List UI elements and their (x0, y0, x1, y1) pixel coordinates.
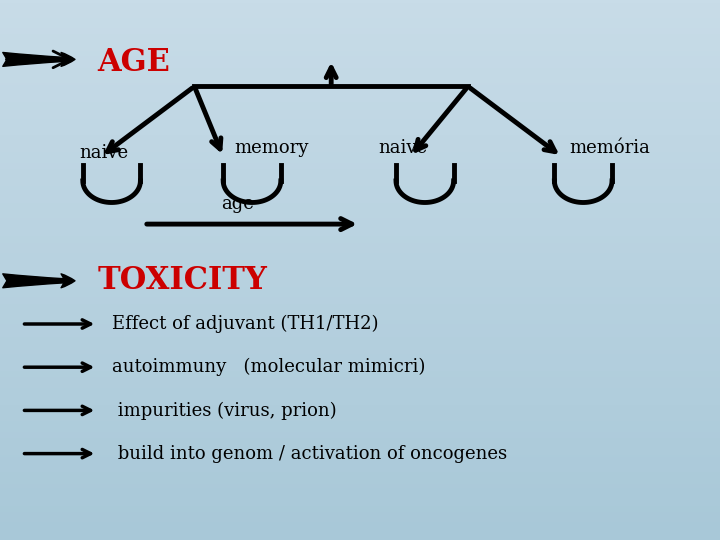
Text: memória: memória (569, 139, 649, 157)
Text: naive: naive (79, 144, 128, 162)
Text: impurities (virus, prion): impurities (virus, prion) (112, 401, 336, 420)
Text: autoimmuny   (molecular mimicri): autoimmuny (molecular mimicri) (112, 358, 425, 376)
Text: Effect of adjuvant (TH1/TH2): Effect of adjuvant (TH1/TH2) (112, 315, 378, 333)
Text: build into genom / activation of oncogenes: build into genom / activation of oncogen… (112, 444, 507, 463)
Text: naive: naive (379, 139, 428, 157)
Text: TOXICITY: TOXICITY (97, 265, 267, 296)
Text: memory: memory (234, 139, 308, 157)
Text: age: age (221, 195, 254, 213)
Text: AGE: AGE (97, 46, 170, 78)
